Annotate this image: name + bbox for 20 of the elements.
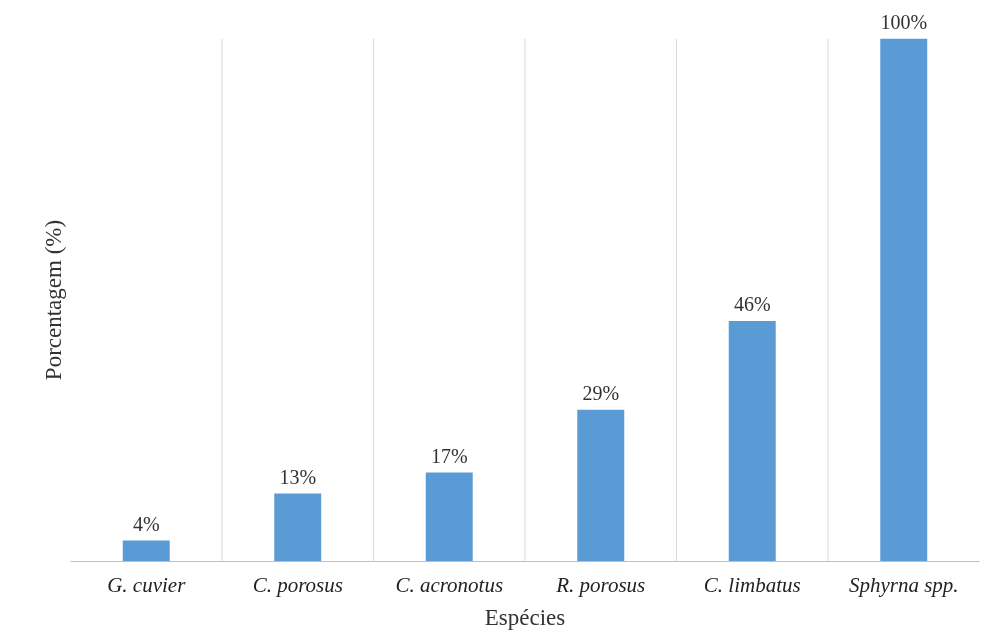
bar	[880, 38, 928, 562]
data-label: 100%	[880, 10, 928, 33]
data-label: 17%	[430, 444, 468, 467]
x-tick-label: G. cuvier	[107, 572, 187, 597]
bar	[122, 540, 170, 562]
x-tick-label: C. porosus	[252, 572, 343, 597]
bar	[728, 320, 776, 562]
y-axis-title: Porcentagem (%)	[40, 219, 66, 381]
data-label: 4%	[132, 512, 160, 535]
bar	[274, 493, 322, 562]
data-label: 13%	[279, 465, 317, 488]
data-label: 29%	[582, 381, 620, 404]
x-axis-title: Espécies	[484, 604, 566, 630]
x-tick-label: C. acronotus	[395, 572, 504, 597]
x-tick-label: Sphyrna spp.	[848, 572, 959, 597]
x-tick-label: C. limbatus	[703, 572, 801, 597]
data-label: 46%	[733, 292, 771, 315]
x-tick-label: R. porosus	[555, 572, 646, 597]
bar	[577, 409, 625, 562]
bar	[425, 472, 473, 562]
